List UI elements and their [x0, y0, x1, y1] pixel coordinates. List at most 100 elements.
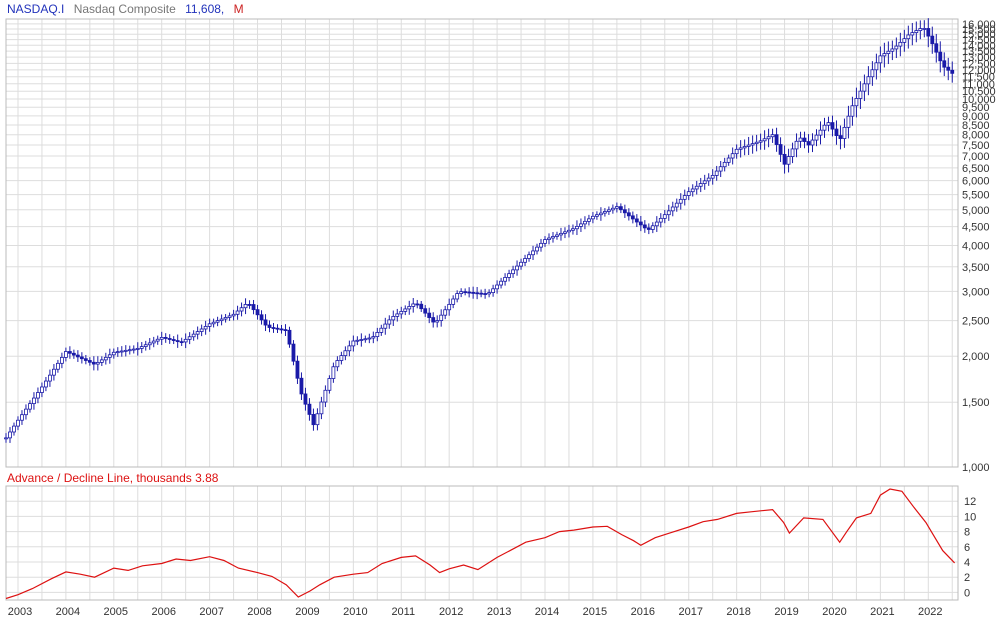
candle-body	[251, 304, 256, 311]
candle-body	[946, 66, 951, 71]
symbol-label: NASDAQ.I	[7, 2, 65, 16]
candle-body	[111, 351, 116, 356]
candle-body	[211, 321, 216, 325]
y-tick-label: 4,000	[962, 240, 990, 252]
candle-body	[630, 215, 635, 220]
y-tick-label: 7,500	[962, 140, 990, 152]
y-tick-label: 2,000	[962, 351, 990, 363]
candle-body	[942, 60, 947, 68]
candle-body	[567, 229, 571, 233]
candle-body	[387, 319, 392, 325]
candle-body	[363, 338, 368, 341]
y-tick-label: 6,500	[962, 163, 990, 175]
candle-body	[32, 397, 36, 405]
candle-body	[515, 265, 519, 271]
candle-body	[626, 212, 631, 217]
y-tick-label: 3,500	[962, 262, 990, 274]
candle-body	[782, 153, 787, 165]
candle-body	[371, 336, 376, 339]
y-tick-label: 15,500	[962, 24, 996, 36]
candle-body	[539, 242, 543, 248]
candle-body	[618, 206, 623, 211]
candle-body	[650, 225, 655, 230]
x-tick-label: 2013	[487, 606, 511, 618]
ad-y-tick-label: 8	[964, 527, 970, 539]
candle-body	[874, 62, 879, 71]
candle-body	[858, 90, 863, 99]
candle-body	[123, 349, 128, 352]
y-tick-label: 15,000	[962, 29, 996, 41]
candle-body	[8, 431, 12, 439]
x-tick-label: 2011	[391, 606, 415, 618]
candle-body	[259, 314, 264, 321]
candle-body	[563, 231, 567, 234]
ad-panel-border	[5, 485, 959, 601]
candle-body	[415, 303, 420, 306]
candle-body	[263, 319, 268, 326]
candle-body	[778, 144, 783, 155]
candle-body	[822, 124, 827, 131]
candle-body	[634, 218, 639, 223]
candle-body	[28, 403, 32, 410]
index-name: Nasdaq Composite	[73, 2, 176, 16]
candle-body	[303, 393, 308, 405]
candle-body	[527, 254, 531, 259]
candle-body	[678, 198, 683, 204]
candle-body	[762, 138, 767, 142]
candle-body	[95, 362, 100, 365]
candle-body	[271, 327, 276, 329]
candle-body	[339, 355, 344, 361]
candle-body	[738, 147, 743, 150]
candle-body	[99, 359, 104, 363]
candle-body	[654, 221, 659, 227]
candle-body	[83, 358, 88, 361]
candle-body	[287, 329, 292, 345]
candle-body	[710, 175, 715, 179]
x-tick-label: 2008	[247, 606, 271, 618]
candle-body	[295, 360, 300, 379]
candle-body	[714, 170, 719, 176]
candle-body	[950, 69, 955, 74]
candle-body	[922, 28, 927, 30]
candle-body	[698, 183, 703, 187]
x-tick-label: 2017	[678, 606, 702, 618]
candle-body	[934, 43, 939, 53]
candle-body	[283, 329, 288, 332]
candle-body	[107, 354, 112, 358]
y-tick-label: 1,500	[962, 397, 990, 409]
candle-body	[351, 340, 356, 347]
y-tick-label: 11,500	[962, 72, 995, 84]
candle-body	[207, 323, 212, 327]
candle-body	[866, 76, 871, 85]
candle-body	[535, 246, 539, 252]
candle-body	[666, 210, 671, 216]
candle-body	[523, 258, 527, 263]
candle-body	[531, 250, 535, 256]
candle-body	[127, 349, 132, 352]
candle-body	[375, 332, 380, 337]
y-tick-label: 14,000	[962, 40, 996, 52]
y-tick-label: 3,000	[962, 286, 990, 298]
candle-body	[718, 166, 723, 172]
candle-body	[179, 341, 184, 344]
candle-body	[870, 69, 875, 78]
x-tick-label: 2005	[104, 606, 128, 618]
candle-body	[487, 292, 492, 295]
candle-body	[435, 320, 440, 323]
candle-body	[798, 137, 803, 142]
y-tick-label: 7,000	[962, 151, 990, 163]
candle-body	[159, 337, 164, 340]
y-tick-label: 9,500	[962, 102, 990, 114]
candle-body	[411, 303, 416, 307]
y-tick-label: 13,500	[962, 46, 996, 58]
candle-body	[794, 140, 799, 150]
candle-body	[44, 380, 48, 388]
candle-body	[878, 55, 883, 64]
candle-body	[119, 350, 124, 353]
candle-body	[451, 298, 456, 305]
ad-y-tick-label: 4	[964, 557, 970, 569]
x-tick-label: 2014	[535, 606, 559, 618]
candle-body	[902, 38, 907, 43]
candle-body	[91, 361, 96, 365]
